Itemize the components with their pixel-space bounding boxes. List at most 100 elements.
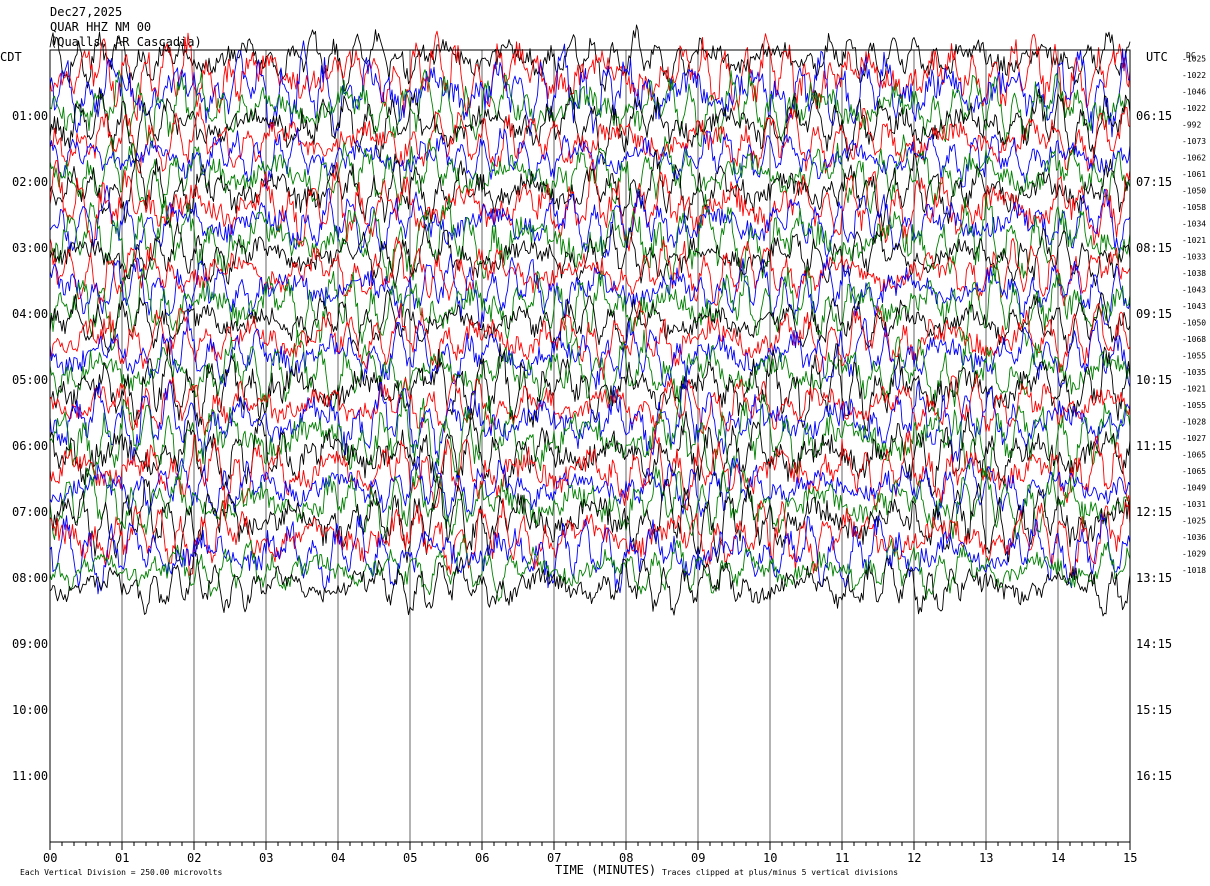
- dc-offset-label: -1021: [1182, 236, 1206, 245]
- dc-offset-label: -1065: [1182, 467, 1206, 476]
- x-tick-label: 02: [187, 851, 201, 865]
- left-timezone-label: CDT: [0, 50, 22, 64]
- x-tick-label: 15: [1123, 851, 1137, 865]
- dc-offset-label: -1055: [1182, 401, 1206, 410]
- dc-header-label: DC: [1186, 51, 1196, 60]
- right-hour-label: 11:15: [1136, 439, 1172, 453]
- x-tick-label: 05: [403, 851, 417, 865]
- right-hour-label: 13:15: [1136, 571, 1172, 585]
- x-tick-label: 06: [475, 851, 489, 865]
- dc-offset-label: -1027: [1182, 434, 1206, 443]
- trace-row-7: [49, 127, 1131, 190]
- right-timezone-label: UTC: [1146, 50, 1168, 64]
- dc-offset-label: -1034: [1182, 219, 1206, 228]
- seismic-traces: [49, 24, 1131, 617]
- trace-row-14: [49, 236, 1131, 307]
- trace-row-22: [49, 373, 1131, 436]
- trace-row-12: [49, 193, 1131, 283]
- left-hour-label: 03:00: [12, 241, 48, 255]
- scale-note: Each Vertical Division = 250.00 microvol…: [20, 868, 222, 877]
- trace-row-24: [49, 389, 1131, 485]
- dc-offset-labels: -1025 -1022 -1046 -1022 -992 -1073 -1062 -1061 -…: [1182, 54, 1206, 575]
- x-tick-label: 07: [547, 851, 561, 865]
- dc-offset-label: -1058: [1182, 203, 1206, 212]
- header-station: QUAR HHZ NM 00: [50, 20, 151, 34]
- header-date: Dec27,2025: [50, 5, 122, 19]
- trace-row-5: [49, 87, 1131, 165]
- left-hour-label: 06:00: [12, 439, 48, 453]
- trace-row-1: [49, 24, 1131, 92]
- dc-offset-label: -1029: [1182, 549, 1206, 558]
- dc-offset-label: -1055: [1182, 351, 1206, 360]
- dc-offset-label: -1022: [1182, 104, 1206, 113]
- right-hour-label: 15:15: [1136, 703, 1172, 717]
- dc-offset-label: -992: [1182, 120, 1201, 129]
- right-hour-labels: 06:15 07:15 08:15 09:15 10:15 11:15 12:15 13:15…: [1136, 109, 1172, 783]
- x-tick-label: 04: [331, 851, 345, 865]
- x-tick-label: 12: [907, 851, 921, 865]
- left-hour-label: 08:00: [12, 571, 48, 585]
- x-tick-label: 01: [115, 851, 129, 865]
- x-tick-label: 11: [835, 851, 849, 865]
- trace-row-18: [49, 300, 1131, 380]
- left-hour-labels: 01:00 02:00 03:00 04:00 05:00 06:00 07:00 08:00…: [12, 109, 48, 783]
- dc-offset-label: -1033: [1182, 252, 1206, 261]
- trace-row-20: [49, 329, 1131, 412]
- trace-row-25: [49, 408, 1131, 498]
- trace-row-27: [49, 455, 1131, 522]
- right-hour-label: 10:15: [1136, 373, 1172, 387]
- dc-offset-label: -1062: [1182, 153, 1206, 162]
- trace-row-15: [49, 253, 1131, 329]
- left-hour-label: 11:00: [12, 769, 48, 783]
- dc-offset-label: -1036: [1182, 533, 1206, 542]
- left-hour-label: 04:00: [12, 307, 48, 321]
- dc-offset-label: -1025: [1182, 54, 1206, 63]
- x-tick-label: 03: [259, 851, 273, 865]
- right-hour-label: 07:15: [1136, 175, 1172, 189]
- dc-offset-label: -1068: [1182, 335, 1206, 344]
- dc-offset-label: -1049: [1182, 483, 1206, 492]
- x-axis-label: TIME (MINUTES): [555, 863, 656, 877]
- left-hour-label: 10:00: [12, 703, 48, 717]
- trace-row-4: [49, 69, 1131, 149]
- left-hour-label: 02:00: [12, 175, 48, 189]
- dc-offset-label: -1073: [1182, 137, 1206, 146]
- dc-offset-label: -1028: [1182, 417, 1206, 426]
- x-tick-label: 13: [979, 851, 993, 865]
- dc-offset-label: -1038: [1182, 269, 1206, 278]
- right-hour-label: 16:15: [1136, 769, 1172, 783]
- clipping-note: Traces clipped at plus/minus 5 vertical …: [662, 868, 898, 877]
- trace-row-30: [49, 498, 1131, 578]
- dc-offset-label: -1018: [1182, 566, 1206, 575]
- dc-offset-label: -1025: [1182, 516, 1206, 525]
- dc-offset-label: -1022: [1182, 71, 1206, 80]
- left-hour-label: 07:00: [12, 505, 48, 519]
- x-tick-label: 10: [763, 851, 777, 865]
- right-hour-label: 12:15: [1136, 505, 1172, 519]
- trace-row-32: [49, 534, 1131, 602]
- trace-row-33: [49, 552, 1131, 617]
- dc-offset-label: -1035: [1182, 368, 1206, 377]
- trace-row-2: [49, 30, 1131, 122]
- right-hour-label: 06:15: [1136, 109, 1172, 123]
- right-hour-label: 08:15: [1136, 241, 1172, 255]
- right-hour-label: 09:15: [1136, 307, 1172, 321]
- trace-row-3: [49, 40, 1130, 138]
- dc-offset-label: -1043: [1182, 302, 1206, 311]
- dc-offset-label: -1065: [1182, 450, 1206, 459]
- right-hour-label: 14:15: [1136, 637, 1172, 651]
- trace-row-26: [49, 429, 1131, 511]
- dc-offset-label: -1050: [1182, 186, 1206, 195]
- left-hour-label: 05:00: [12, 373, 48, 387]
- trace-row-28: [49, 465, 1131, 541]
- dc-offset-label: -1061: [1182, 170, 1206, 179]
- trace-row-6: [49, 102, 1131, 174]
- x-tick-label: 00: [43, 851, 57, 865]
- dc-offset-label: -1043: [1182, 285, 1206, 294]
- dc-offset-label: -1031: [1182, 500, 1206, 509]
- trace-row-29: [49, 478, 1131, 563]
- trace-row-10: [49, 158, 1131, 252]
- x-tick-label: 14: [1051, 851, 1065, 865]
- left-hour-label: 01:00: [12, 109, 48, 123]
